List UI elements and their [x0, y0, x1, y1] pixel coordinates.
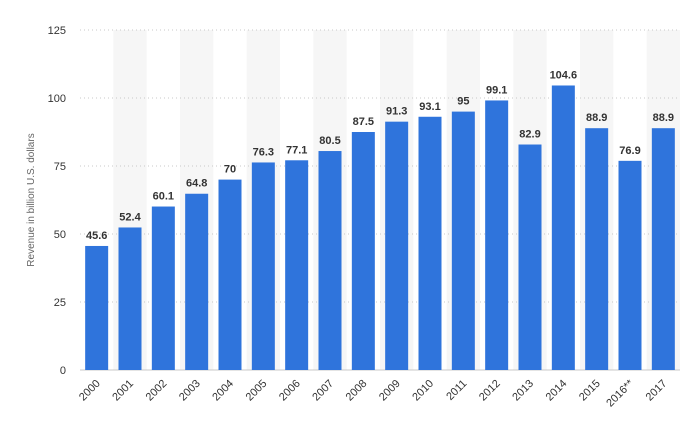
bar-2005 [251, 162, 275, 370]
bar-2016 [618, 160, 642, 370]
data-label: 52.4 [119, 211, 141, 223]
y-axis-ticks: 0 25 50 75 100 125 [48, 25, 66, 377]
bar-2003 [185, 193, 209, 370]
x-tick-label: 2012 [477, 378, 503, 404]
bar-2011 [451, 111, 475, 370]
x-tick-label: 2004 [210, 378, 236, 404]
bar-2001 [118, 227, 142, 370]
y-tick-label: 25 [54, 297, 66, 309]
bar-2000 [85, 245, 109, 370]
x-tick-label: 2015 [577, 378, 603, 404]
x-tick-label: 2002 [144, 378, 170, 404]
bar-2002 [151, 206, 175, 370]
data-label: 60.1 [153, 191, 174, 203]
data-label: 64.8 [186, 178, 207, 190]
data-label: 99.1 [486, 84, 507, 96]
data-label: 70 [224, 164, 236, 176]
data-label: 45.6 [86, 230, 107, 242]
bars [85, 85, 675, 370]
data-label: 88.9 [653, 112, 674, 124]
x-tick-label: 2007 [310, 378, 336, 404]
bar-2006 [285, 160, 309, 370]
y-tick-label: 50 [54, 229, 66, 241]
bar-2015 [585, 128, 609, 370]
bar-2012 [485, 100, 509, 370]
data-label: 80.5 [319, 135, 340, 147]
data-label: 91.3 [386, 106, 407, 118]
x-tick-label: 2001 [110, 378, 136, 404]
data-label: 87.5 [353, 116, 374, 128]
data-label: 104.6 [550, 69, 578, 81]
data-labels: 45.6 52.4 60.1 64.8 70 76.3 77.1 80.5 87.5 91.3 93… [86, 69, 674, 241]
x-tick-label: 2000 [77, 378, 103, 404]
data-label: 82.9 [519, 129, 540, 141]
bar-2010 [418, 116, 442, 370]
bar-2014 [551, 85, 575, 370]
data-label: 93.1 [419, 101, 440, 113]
data-label: 88.9 [586, 112, 607, 124]
x-tick-label: 2010 [410, 378, 436, 404]
bar-2013 [518, 144, 542, 370]
gridlines [80, 29, 680, 371]
data-label: 76.3 [253, 146, 274, 158]
y-tick-label: 0 [60, 365, 66, 377]
data-label: 77.1 [286, 144, 307, 156]
bar-2009 [385, 121, 409, 370]
bar-2008 [351, 132, 375, 370]
data-label: 95 [457, 96, 469, 108]
y-tick-label: 75 [54, 161, 66, 173]
x-tick-label: 2017 [644, 378, 670, 404]
bar-2007 [318, 151, 342, 370]
data-label: 76.9 [619, 145, 640, 157]
x-tick-label: 2016** [604, 377, 636, 409]
x-axis-ticks: 2000 2001 2002 2003 2004 2005 2006 2007 2008 2009… [77, 377, 669, 409]
x-tick-label: 2003 [177, 378, 203, 404]
x-tick-label: 2011 [444, 378, 469, 403]
x-tick-label: 2014 [544, 378, 570, 404]
x-tick-label: 2006 [277, 378, 303, 404]
y-tick-label: 100 [48, 93, 66, 105]
y-axis-title: Revenue in billion U.S. dollars [26, 133, 37, 266]
y-tick-label: 125 [48, 25, 66, 37]
x-tick-label: 2013 [510, 378, 536, 404]
bar-2004 [218, 179, 242, 370]
x-tick-label: 2005 [244, 378, 270, 404]
x-tick-label: 2009 [377, 378, 403, 404]
x-tick-label: 2008 [344, 378, 370, 404]
bar-2017 [651, 128, 675, 370]
